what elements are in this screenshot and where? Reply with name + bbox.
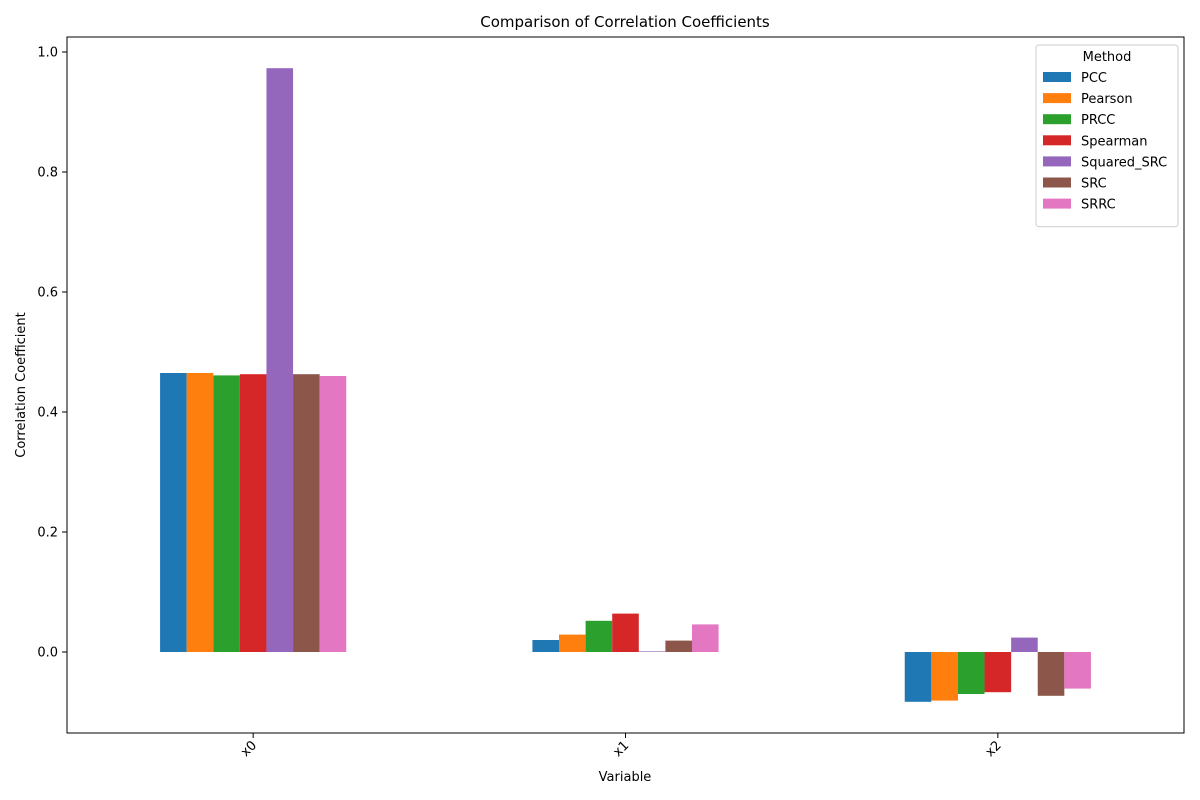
bar-spearman-x1 [612,613,639,652]
chart-title: Comparison of Correlation Coefficients [480,13,770,31]
legend-swatch [1043,72,1071,82]
y-tick-label: 0.8 [37,166,58,181]
bar-pearson-x2 [931,652,958,701]
legend-label: SRC [1081,177,1107,192]
bar-squared-src-x1 [638,651,666,652]
bar-squared-src-x2 [1011,637,1038,652]
x-tick-label: x1 [610,738,632,760]
y-axis-label: Correlation Coefficient [14,312,29,458]
x-tick-label: x0 [238,738,260,760]
bar-srrc-x2 [1064,652,1091,689]
y-tick-label: 1.0 [37,46,58,61]
bar-srrc-x0 [319,376,347,652]
bar-spearman-x2 [984,652,1012,693]
legend: Method PCC Pearson PRCC Spearman Squared_SRC S… [1035,44,1179,228]
bar-src-x2 [1037,652,1065,696]
legend-swatch [1043,198,1071,209]
bar-prcc-x2 [957,652,985,694]
legend-swatch [1043,93,1071,104]
bar-src-x0 [293,374,320,652]
legend-label: Spearman [1081,134,1147,149]
bar-srrc-x1 [691,624,719,652]
bar-prcc-x0 [213,375,240,652]
bar-pcc-x2 [904,652,932,702]
bar-src-x1 [665,640,692,652]
bar-spearman-x0 [239,374,267,652]
legend-box [1035,44,1179,228]
y-tick-label: 0.2 [37,526,58,541]
x-tick-label: x2 [983,738,1005,760]
legend-title: Method [1083,50,1132,65]
bar-pcc-x0 [160,373,187,652]
legend-label: Squared_SRC [1081,155,1167,170]
legend-swatch [1043,114,1071,125]
bar-squared-src-x0 [266,68,294,652]
x-axis: x0 x1 x2 [238,733,1005,760]
bar-pcc-x1 [532,640,560,652]
legend-label: PCC [1081,71,1107,86]
x-axis-label: Variable [599,770,652,785]
bar-prcc-x1 [585,620,613,652]
legend-swatch [1043,156,1071,167]
legend-swatch [1043,177,1071,188]
legend-swatch [1043,135,1071,146]
y-tick-label: 0.0 [37,646,58,661]
y-tick-label: 0.4 [37,406,58,421]
legend-label: PRCC [1081,113,1115,128]
bar-pearson-x1 [559,634,586,652]
bars-group [160,68,1091,702]
legend-label: SRRC [1081,198,1116,213]
y-tick-label: 0.6 [37,286,58,301]
bar-pearson-x0 [186,373,214,652]
y-axis: 0.0 0.2 0.4 0.6 0.8 1.0 [37,46,67,661]
legend-label: Pearson [1081,92,1133,107]
